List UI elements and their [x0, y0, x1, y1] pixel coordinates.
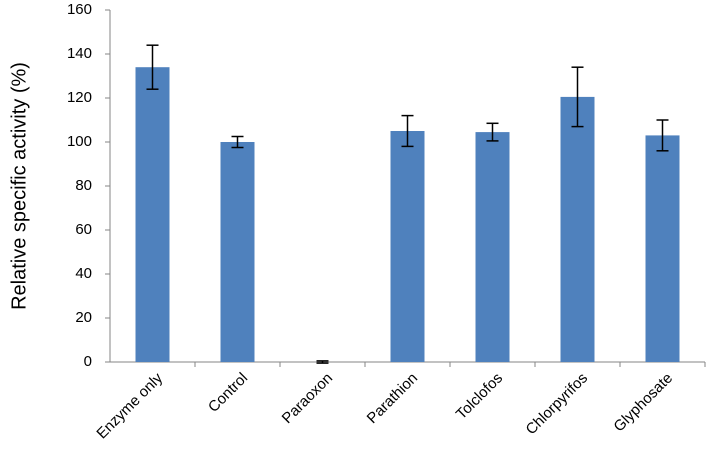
y-tick-label: 140 [67, 45, 92, 62]
bar [390, 131, 425, 362]
x-tick-label: Glyphosate [610, 370, 676, 436]
y-tick-label: 100 [67, 133, 92, 150]
x-tick-label: Paraoxon [279, 370, 336, 427]
y-tick-label: 120 [67, 89, 92, 106]
y-axis-title: Relative specific activity (%) [8, 62, 30, 310]
y-tick-label: 40 [75, 265, 92, 282]
bar [475, 132, 510, 362]
y-tick-label: 0 [84, 353, 92, 370]
bar [645, 135, 680, 362]
error-bar [571, 66, 584, 128]
error-bar [316, 360, 329, 364]
error-bar [146, 44, 159, 90]
y-tick-label: 60 [75, 221, 92, 238]
error-bar [231, 135, 244, 149]
x-tick-label: Enzyme only [93, 369, 166, 442]
error-bar [401, 114, 414, 148]
x-tick-label: Control [205, 370, 251, 416]
y-tick-label: 80 [75, 177, 92, 194]
bar [135, 67, 170, 362]
bar [560, 96, 595, 363]
x-tick-label: Tolclofos [453, 370, 506, 423]
y-tick-label: 160 [67, 1, 92, 18]
error-bar [486, 122, 499, 142]
y-tick-label: 20 [75, 309, 92, 326]
bar [220, 142, 255, 362]
x-tick-label: Chlorpyrifos [523, 370, 592, 439]
x-tick-label: Parathion [364, 370, 421, 427]
error-bar [656, 119, 669, 152]
